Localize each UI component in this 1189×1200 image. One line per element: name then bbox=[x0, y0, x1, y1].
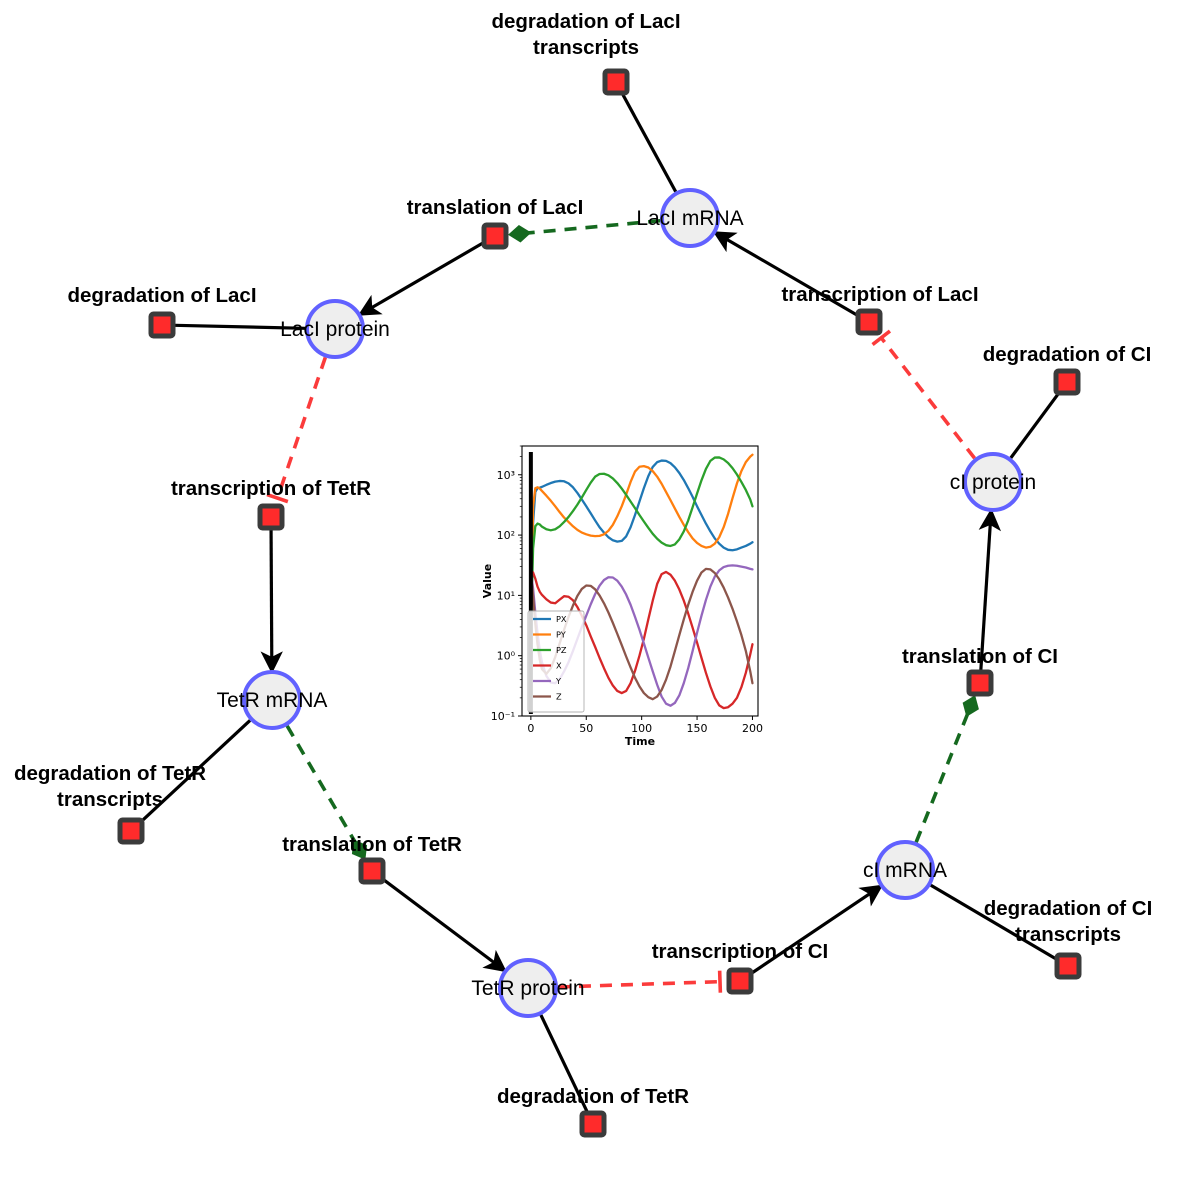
reaction-label-transcription-tetr: transcription of TetR bbox=[171, 477, 371, 500]
edge-solid bbox=[978, 508, 1002, 671]
edge-solid bbox=[712, 231, 859, 317]
species-node-ci-protein[interactable] bbox=[963, 452, 1023, 512]
timecourse-inset-chart: 0 50 100 150 200 10⁻¹ 10⁰ 10¹ 10² 10³ PX PY PZ X Y Z T… bbox=[478, 440, 764, 752]
chart-legend: PX PY PZ XYZ bbox=[527, 610, 585, 713]
species-label-tetr-mrna: TetR mRNA bbox=[217, 689, 328, 712]
edge-inhibit bbox=[275, 356, 328, 499]
labels-group: LacI mRNA LacI protein TetR mRNA TetR prote… bbox=[14, 10, 1152, 1108]
chart-series-X bbox=[529, 570, 754, 710]
edge-solid bbox=[357, 241, 485, 316]
edge-solid bbox=[174, 323, 306, 330]
species-label-ci-mrna: cI mRNA bbox=[863, 859, 947, 882]
chart-legend-label-PY: PY bbox=[556, 630, 567, 640]
chart-legend-box bbox=[527, 610, 585, 713]
chart-legend-label-Z: Z bbox=[556, 692, 562, 702]
reaction-label-deg-ci-transcripts: degradation of CI transcripts bbox=[984, 897, 1153, 946]
chart-xtick-label: 50 bbox=[579, 722, 593, 735]
reaction-node-deg-laci-transcripts[interactable] bbox=[602, 68, 630, 96]
chart-legend-label-X: X bbox=[556, 661, 562, 671]
edge-solid bbox=[620, 92, 678, 193]
chart-xtick-label: 0 bbox=[527, 722, 534, 735]
species-label-laci-mrna: LacI mRNA bbox=[636, 207, 743, 230]
chart-legend-label-PX: PX bbox=[556, 614, 567, 624]
nodes-group bbox=[117, 68, 1082, 1138]
reaction-node-transcription-ci[interactable] bbox=[726, 967, 754, 995]
chart-ticks: 0 50 100 150 200 10⁻¹ 10⁰ 10¹ 10² 10³ bbox=[491, 445, 763, 735]
species-label-ci-protein: cI protein bbox=[950, 471, 1036, 494]
reaction-node-deg-laci[interactable] bbox=[148, 311, 176, 339]
chart-series-PZ bbox=[529, 456, 754, 633]
inhibition-tbar-icon bbox=[266, 492, 289, 504]
species-node-laci-mrna[interactable] bbox=[660, 188, 720, 248]
reaction-label-deg-laci-transcripts: degradation of LacI transcripts bbox=[491, 10, 680, 59]
edge-catalysis bbox=[508, 218, 661, 243]
edge-solid bbox=[930, 883, 1058, 961]
species-node-ci-mrna[interactable] bbox=[875, 840, 935, 900]
reaction-label-transcription-laci: transcription of LacI bbox=[781, 283, 978, 306]
chart-svg: 0 50 100 150 200 10⁻¹ 10⁰ 10¹ 10² 10³ PX PY PZ XYZ T… bbox=[478, 440, 764, 752]
chart-ytick-label: 10⁰ bbox=[497, 650, 516, 663]
reaction-node-translation-ci[interactable] bbox=[966, 669, 994, 697]
edges-group bbox=[139, 92, 1061, 1113]
species-node-tetr-mrna[interactable] bbox=[242, 670, 302, 730]
edge-solid bbox=[260, 529, 283, 674]
reaction-node-transcription-tetr[interactable] bbox=[257, 503, 285, 531]
inhibition-tbar-icon bbox=[871, 329, 892, 346]
chart-xtick-label: 100 bbox=[631, 722, 652, 735]
edge-inhibit bbox=[879, 336, 977, 460]
chart-ytick-label: 10² bbox=[497, 529, 515, 542]
edge-catalysis bbox=[914, 695, 979, 843]
reaction-node-deg-tetr[interactable] bbox=[579, 1110, 607, 1138]
edge-solid bbox=[1009, 391, 1061, 459]
reaction-node-translation-laci[interactable] bbox=[481, 222, 509, 250]
reaction-label-deg-laci: degradation of LacI bbox=[67, 284, 256, 307]
chart-ytick-label: 10³ bbox=[497, 469, 515, 482]
species-node-tetr-protein[interactable] bbox=[498, 958, 558, 1018]
chart-ytick-label: 10⁻¹ bbox=[491, 710, 515, 723]
chart-series-PX bbox=[529, 459, 754, 633]
chart-xlabel: Time bbox=[625, 735, 655, 748]
chart-legend-label-Y: Y bbox=[555, 676, 562, 686]
chart-xtick-label: 200 bbox=[742, 722, 763, 735]
species-label-tetr-protein: TetR protein bbox=[471, 977, 584, 1000]
species-node-laci-protein[interactable] bbox=[305, 299, 365, 359]
chart-ylabel: Value bbox=[481, 564, 494, 598]
reaction-label-deg-tetr-transcripts: degradation of TetR transcripts bbox=[14, 762, 206, 811]
chart-ytick-label: 10¹ bbox=[497, 589, 515, 602]
reaction-node-transcription-laci[interactable] bbox=[855, 308, 883, 336]
reaction-node-deg-ci[interactable] bbox=[1053, 368, 1081, 396]
reaction-node-translation-tetr[interactable] bbox=[358, 857, 386, 885]
chart-series-group bbox=[529, 453, 754, 710]
reaction-label-translation-tetr: translation of TetR bbox=[282, 833, 462, 856]
chart-xtick-label: 150 bbox=[687, 722, 708, 735]
reaction-label-deg-ci: degradation of CI bbox=[983, 343, 1152, 366]
reaction-node-deg-tetr-transcripts[interactable] bbox=[117, 817, 145, 845]
inhibition-tbar-icon bbox=[717, 970, 723, 993]
chart-series-PY bbox=[529, 453, 754, 633]
edge-inhibit bbox=[557, 979, 721, 989]
reaction-label-transcription-ci: transcription of CI bbox=[652, 940, 829, 963]
reaction-label-deg-tetr: degradation of TetR bbox=[497, 1085, 689, 1108]
edge-solid bbox=[139, 719, 252, 824]
reaction-node-deg-ci-transcripts[interactable] bbox=[1054, 952, 1082, 980]
edge-solid bbox=[539, 1014, 589, 1113]
edge-catalysis bbox=[285, 724, 368, 860]
reaction-label-translation-ci: translation of CI bbox=[902, 645, 1058, 668]
reaction-label-translation-laci: translation of LacI bbox=[407, 196, 584, 219]
chart-legend-label-PZ: PZ bbox=[556, 645, 567, 655]
edge-solid bbox=[749, 884, 884, 976]
species-label-laci-protein: LacI protein bbox=[280, 318, 390, 341]
edge-solid bbox=[381, 877, 507, 973]
